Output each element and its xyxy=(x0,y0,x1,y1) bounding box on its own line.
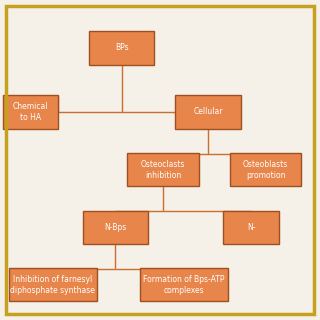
Text: BPs: BPs xyxy=(115,44,128,52)
Text: Formation of Bps-ATP
complexes: Formation of Bps-ATP complexes xyxy=(143,275,225,295)
FancyBboxPatch shape xyxy=(175,95,241,129)
FancyBboxPatch shape xyxy=(89,31,154,65)
FancyBboxPatch shape xyxy=(140,268,228,301)
FancyBboxPatch shape xyxy=(9,268,97,301)
FancyBboxPatch shape xyxy=(230,153,301,186)
FancyBboxPatch shape xyxy=(223,211,279,244)
FancyBboxPatch shape xyxy=(127,153,199,186)
Text: Osteoblasts
promotion: Osteoblasts promotion xyxy=(243,160,288,180)
FancyBboxPatch shape xyxy=(83,211,148,244)
Text: Cellular: Cellular xyxy=(193,108,223,116)
Text: Osteoclasts
inhibition: Osteoclasts inhibition xyxy=(141,160,186,180)
FancyBboxPatch shape xyxy=(3,95,58,129)
Text: Chemical
to HA: Chemical to HA xyxy=(13,102,48,122)
Text: N-: N- xyxy=(247,223,255,232)
Text: N-Bps: N-Bps xyxy=(104,223,126,232)
Text: Inhibition of farnesyl
diphosphate synthase: Inhibition of farnesyl diphosphate synth… xyxy=(10,275,95,295)
